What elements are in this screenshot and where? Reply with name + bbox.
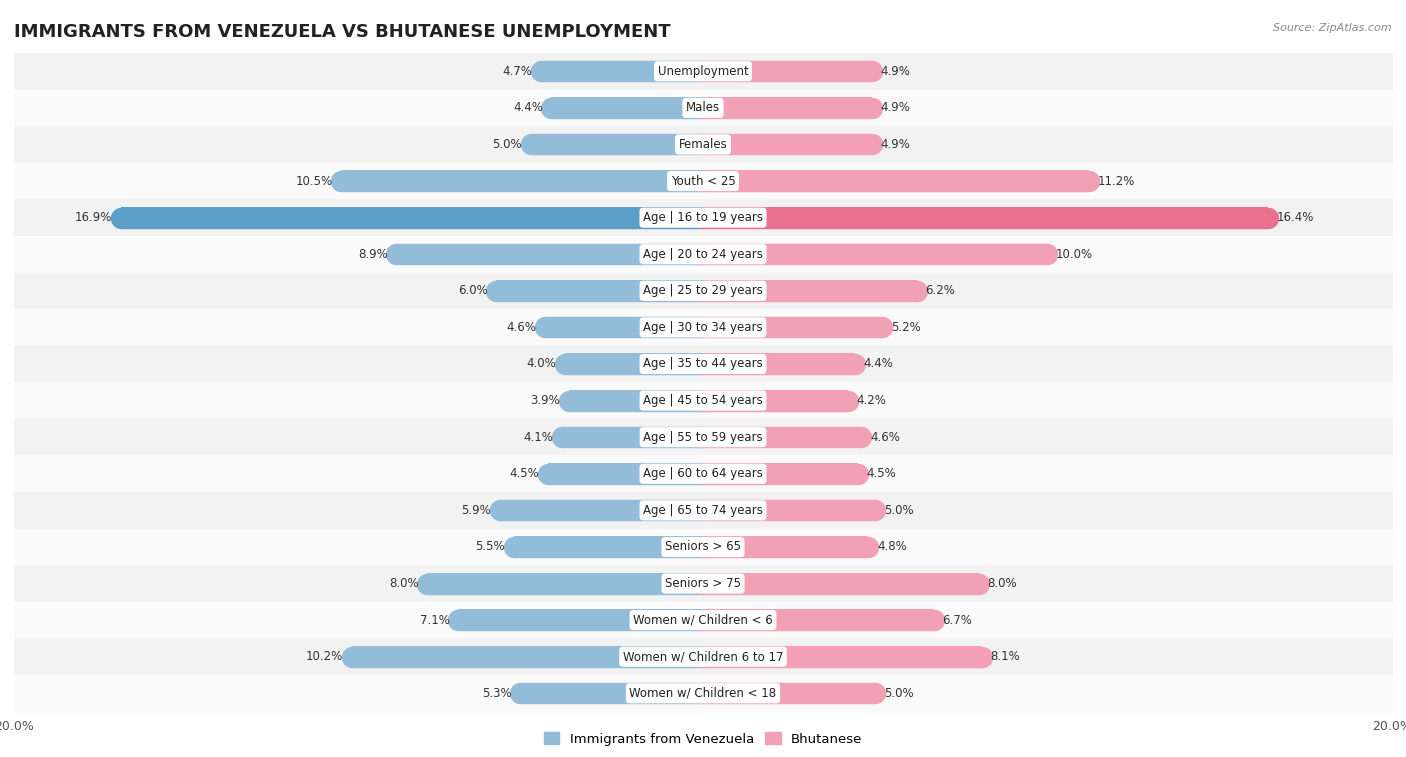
Text: Women w/ Children 6 to 17: Women w/ Children 6 to 17: [623, 650, 783, 663]
Text: 6.2%: 6.2%: [925, 285, 955, 298]
Text: 5.0%: 5.0%: [884, 687, 914, 699]
Text: Age | 60 to 64 years: Age | 60 to 64 years: [643, 467, 763, 480]
Text: 5.3%: 5.3%: [482, 687, 512, 699]
Bar: [548, 463, 703, 484]
Bar: [703, 463, 858, 484]
Bar: [703, 683, 875, 704]
Text: 5.0%: 5.0%: [492, 138, 522, 151]
Text: 4.6%: 4.6%: [870, 431, 900, 444]
Text: 5.5%: 5.5%: [475, 540, 505, 553]
Text: Source: ZipAtlas.com: Source: ZipAtlas.com: [1274, 23, 1392, 33]
Bar: [703, 280, 917, 301]
Text: 8.0%: 8.0%: [389, 577, 419, 590]
Bar: [396, 244, 703, 265]
Bar: [544, 316, 703, 338]
Text: Males: Males: [686, 101, 720, 114]
Bar: [352, 646, 703, 668]
Text: Women w/ Children < 6: Women w/ Children < 6: [633, 614, 773, 627]
Text: Age | 55 to 59 years: Age | 55 to 59 years: [643, 431, 763, 444]
Bar: [703, 61, 872, 82]
Text: 4.5%: 4.5%: [509, 467, 540, 480]
Text: Age | 45 to 54 years: Age | 45 to 54 years: [643, 394, 763, 407]
Text: 5.0%: 5.0%: [884, 504, 914, 517]
Bar: [427, 573, 703, 594]
Text: 4.7%: 4.7%: [502, 65, 533, 78]
Text: 4.8%: 4.8%: [877, 540, 907, 553]
Bar: [703, 207, 1268, 229]
Text: 16.4%: 16.4%: [1277, 211, 1315, 224]
Bar: [541, 61, 703, 82]
Bar: [531, 134, 703, 155]
Text: Age | 25 to 29 years: Age | 25 to 29 years: [643, 285, 763, 298]
Text: 4.6%: 4.6%: [506, 321, 536, 334]
Text: 4.9%: 4.9%: [880, 65, 910, 78]
Bar: [703, 134, 872, 155]
Bar: [703, 500, 875, 521]
Text: 4.9%: 4.9%: [880, 138, 910, 151]
Bar: [703, 244, 1047, 265]
Bar: [565, 354, 703, 375]
Legend: Immigrants from Venezuela, Bhutanese: Immigrants from Venezuela, Bhutanese: [538, 727, 868, 751]
Text: Women w/ Children < 18: Women w/ Children < 18: [630, 687, 776, 699]
Bar: [562, 426, 703, 448]
Text: 11.2%: 11.2%: [1098, 175, 1135, 188]
Bar: [568, 390, 703, 411]
Bar: [703, 390, 848, 411]
Text: Seniors > 65: Seniors > 65: [665, 540, 741, 553]
Text: Age | 16 to 19 years: Age | 16 to 19 years: [643, 211, 763, 224]
Text: Age | 30 to 34 years: Age | 30 to 34 years: [643, 321, 763, 334]
Text: 10.5%: 10.5%: [295, 175, 333, 188]
Bar: [703, 573, 979, 594]
Text: 7.1%: 7.1%: [420, 614, 450, 627]
Text: 4.4%: 4.4%: [863, 357, 893, 370]
Text: 4.0%: 4.0%: [527, 357, 557, 370]
Bar: [342, 170, 703, 192]
Text: 16.9%: 16.9%: [75, 211, 112, 224]
Text: 8.9%: 8.9%: [359, 248, 388, 260]
Text: 4.1%: 4.1%: [523, 431, 553, 444]
Text: Age | 65 to 74 years: Age | 65 to 74 years: [643, 504, 763, 517]
Text: 4.5%: 4.5%: [866, 467, 897, 480]
Text: 10.2%: 10.2%: [305, 650, 343, 663]
Bar: [703, 170, 1088, 192]
Bar: [703, 536, 869, 558]
Bar: [513, 536, 703, 558]
Text: 5.9%: 5.9%: [461, 504, 491, 517]
Bar: [458, 609, 703, 631]
Text: Age | 35 to 44 years: Age | 35 to 44 years: [643, 357, 763, 370]
Text: 4.2%: 4.2%: [856, 394, 886, 407]
Text: Unemployment: Unemployment: [658, 65, 748, 78]
Bar: [520, 683, 703, 704]
Bar: [121, 207, 703, 229]
Text: 8.1%: 8.1%: [991, 650, 1021, 663]
Bar: [703, 316, 882, 338]
Bar: [703, 646, 981, 668]
Text: Seniors > 75: Seniors > 75: [665, 577, 741, 590]
Text: Females: Females: [679, 138, 727, 151]
Bar: [496, 280, 703, 301]
Text: Youth < 25: Youth < 25: [671, 175, 735, 188]
Text: 8.0%: 8.0%: [987, 577, 1017, 590]
Text: 6.7%: 6.7%: [942, 614, 973, 627]
Bar: [703, 354, 855, 375]
Text: Age | 20 to 24 years: Age | 20 to 24 years: [643, 248, 763, 260]
Text: 4.4%: 4.4%: [513, 101, 543, 114]
Text: 4.9%: 4.9%: [880, 101, 910, 114]
Text: 6.0%: 6.0%: [458, 285, 488, 298]
Text: 3.9%: 3.9%: [530, 394, 560, 407]
Bar: [499, 500, 703, 521]
Text: IMMIGRANTS FROM VENEZUELA VS BHUTANESE UNEMPLOYMENT: IMMIGRANTS FROM VENEZUELA VS BHUTANESE U…: [14, 23, 671, 41]
Text: 5.2%: 5.2%: [891, 321, 921, 334]
Bar: [703, 609, 934, 631]
Bar: [703, 426, 862, 448]
Bar: [703, 97, 872, 119]
Bar: [551, 97, 703, 119]
Text: 10.0%: 10.0%: [1056, 248, 1094, 260]
